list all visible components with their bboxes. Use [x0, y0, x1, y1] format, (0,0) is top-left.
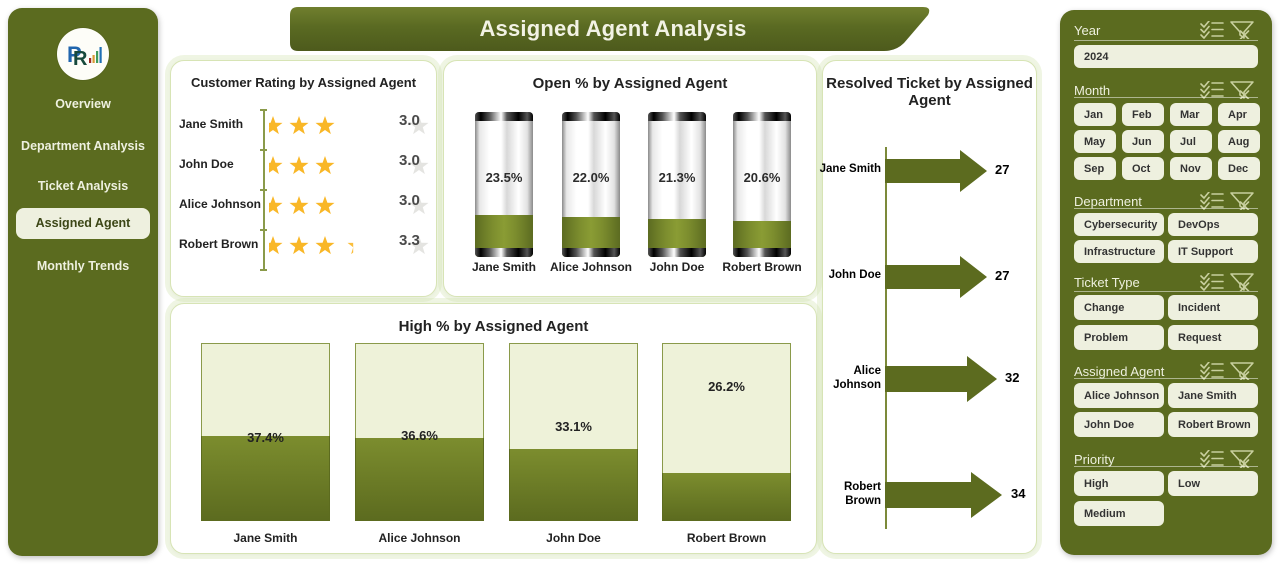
svg-text:R: R [73, 48, 88, 70]
